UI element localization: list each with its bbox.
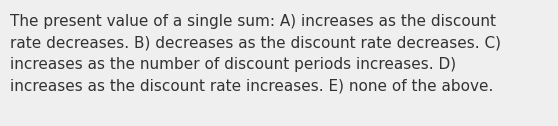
Text: The present value of a single sum: A) increases as the discount
rate decreases. : The present value of a single sum: A) in… bbox=[10, 14, 501, 94]
